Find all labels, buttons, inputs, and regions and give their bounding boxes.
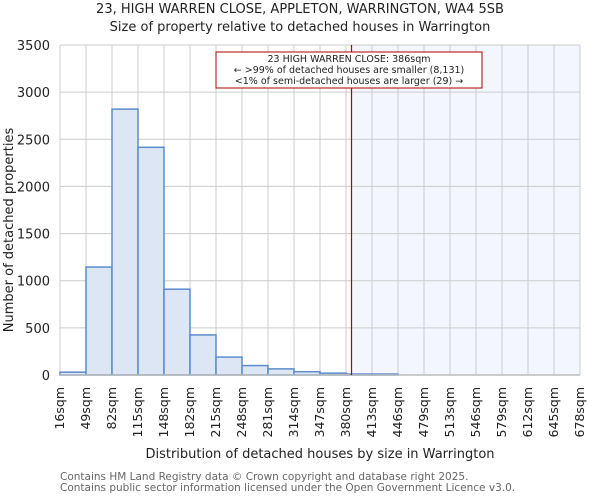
y-tick-label: 500 bbox=[25, 322, 50, 337]
annotation-line-2: ← >99% of detached houses are smaller (8… bbox=[234, 65, 465, 76]
histogram-bar bbox=[85, 266, 113, 376]
x-tick-label: 678sqm bbox=[572, 387, 587, 437]
x-tick-label: 479sqm bbox=[416, 387, 431, 437]
y-tick-label: 0 bbox=[42, 369, 50, 384]
x-tick-label: 16sqm bbox=[52, 387, 67, 430]
annotation-box bbox=[215, 51, 483, 89]
x-tick-label: 380sqm bbox=[338, 387, 353, 437]
x-tick-label: 446sqm bbox=[390, 387, 405, 437]
x-tick-label: 347sqm bbox=[312, 387, 327, 437]
y-tick-label: 3500 bbox=[17, 39, 50, 54]
footer-licence: Contains public sector information licen… bbox=[60, 482, 516, 494]
x-tick-label: 182sqm bbox=[182, 387, 197, 437]
chart-title: 23, HIGH WARREN CLOSE, APPLETON, WARRING… bbox=[96, 2, 504, 17]
x-tick-label: 215sqm bbox=[208, 387, 223, 437]
histogram-bar bbox=[189, 334, 217, 376]
histogram-bar bbox=[267, 368, 295, 376]
x-tick-label: 148sqm bbox=[156, 387, 171, 437]
x-tick-label: 413sqm bbox=[364, 387, 379, 437]
y-tick-label: 1500 bbox=[17, 228, 50, 243]
annotation-line-3: <1% of semi-detached houses are larger (… bbox=[235, 76, 463, 87]
footer-copyright: Contains HM Land Registry data © Crown c… bbox=[60, 471, 469, 483]
y-tick-label: 3000 bbox=[17, 86, 50, 101]
histogram-bar bbox=[137, 146, 165, 376]
histogram-bar bbox=[215, 356, 243, 376]
x-tick-label: 579sqm bbox=[494, 387, 509, 437]
histogram-bar bbox=[111, 108, 139, 376]
x-tick-label: 248sqm bbox=[234, 387, 249, 437]
x-tick-label: 49sqm bbox=[78, 387, 93, 430]
highlight-region bbox=[351, 45, 580, 375]
y-tick-label: 1000 bbox=[17, 275, 50, 290]
y-tick-label: 2500 bbox=[17, 133, 50, 148]
x-tick-label: 612sqm bbox=[520, 387, 535, 437]
histogram-bar bbox=[163, 288, 191, 376]
x-tick-label: 314sqm bbox=[286, 387, 301, 437]
annotation-line-1: 23 HIGH WARREN CLOSE: 386sqm bbox=[268, 54, 431, 65]
x-tick-label: 281sqm bbox=[260, 387, 275, 437]
y-tick-label: 2000 bbox=[17, 180, 50, 195]
x-tick-label: 546sqm bbox=[468, 387, 483, 437]
histogram-bar bbox=[241, 364, 269, 376]
chart-subtitle: Size of property relative to detached ho… bbox=[109, 20, 491, 35]
x-tick-label: 645sqm bbox=[546, 387, 561, 437]
x-tick-label: 82sqm bbox=[104, 387, 119, 430]
y-axis-label: Number of detached properties bbox=[2, 128, 17, 333]
x-tick-label: 115sqm bbox=[130, 387, 145, 437]
x-tick-label: 513sqm bbox=[442, 387, 457, 437]
x-axis-label: Distribution of detached houses by size … bbox=[145, 447, 494, 462]
